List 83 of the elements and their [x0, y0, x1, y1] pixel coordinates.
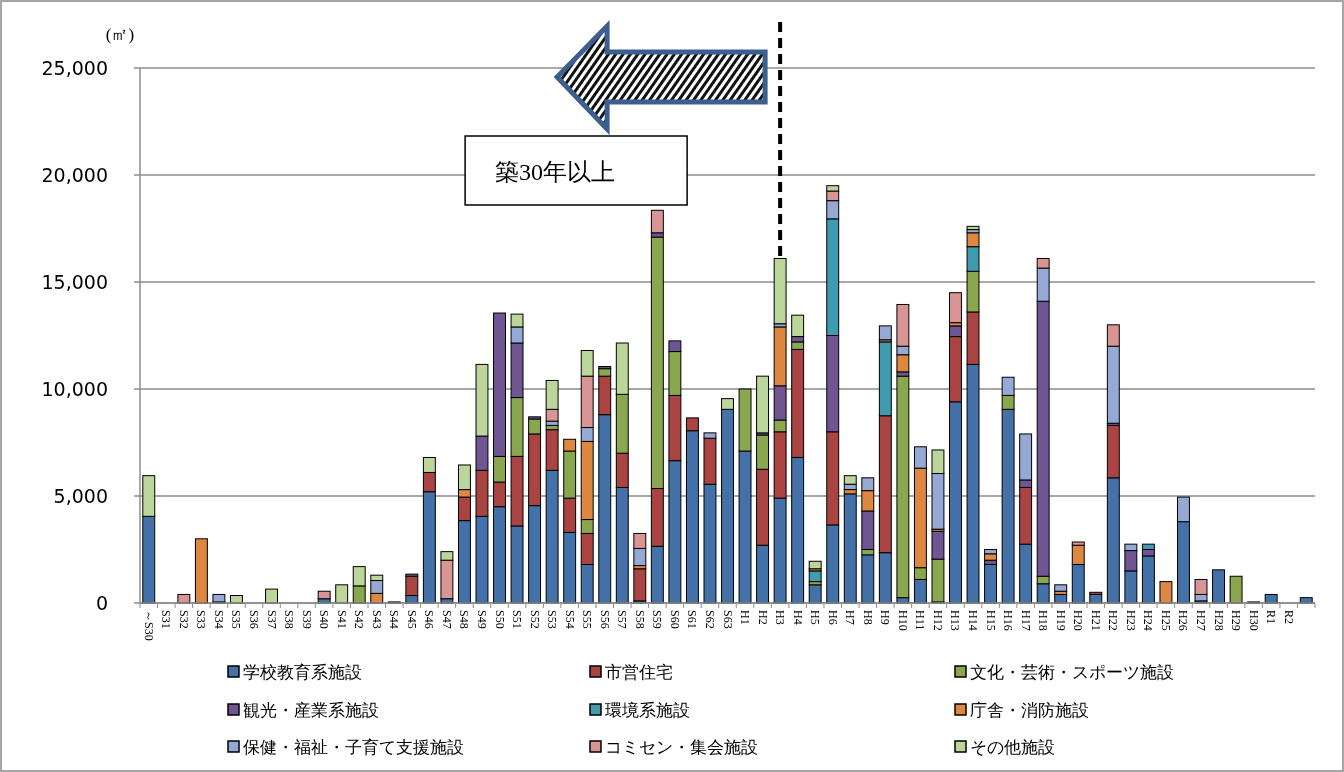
x-tick-label: H21 — [1088, 610, 1103, 631]
x-tick-label: H20 — [1071, 610, 1086, 631]
x-tick-label: S62 — [702, 610, 717, 629]
annotation: 築30年以上 — [495, 159, 616, 185]
x-tick-label: S36 — [246, 610, 261, 629]
x-tick-label: S57 — [615, 610, 630, 629]
x-tick-label: H12 — [930, 610, 945, 631]
legend-label: 学校教育系施設 — [243, 663, 362, 682]
x-tick-label: H18 — [1036, 610, 1051, 631]
x-tick-label: S54 — [562, 610, 577, 629]
y-axis-title: (㎡) — [105, 25, 135, 44]
x-tick-label: H28 — [1211, 610, 1226, 631]
legend-label: コミセン・集会施設 — [605, 738, 758, 757]
legend-label: 保健・福祉・子育て支援施設 — [243, 738, 464, 757]
legend-label: 環境系施設 — [605, 701, 690, 720]
x-tick-label: S35 — [229, 610, 244, 629]
y-tick-label: 15,000 — [41, 271, 108, 293]
x-tick-label: H26 — [1176, 610, 1191, 631]
x-tick-label: S52 — [527, 610, 542, 629]
x-tick-label: R2 — [1281, 610, 1296, 625]
x-tick-label: S33 — [194, 610, 209, 629]
y-tick-label: 20,000 — [41, 164, 108, 186]
x-tick-label: S31 — [159, 610, 174, 629]
x-tick-label: H27 — [1194, 610, 1209, 631]
x-tick-label: H3 — [773, 610, 788, 625]
x-tick-label: ～S30 — [141, 610, 156, 641]
x-tick-label: H14 — [966, 610, 981, 631]
x-tick-label: H10 — [895, 610, 910, 631]
y-tick-label: 0 — [95, 592, 108, 614]
x-tick-label: H29 — [1229, 610, 1244, 631]
x-tick-label: H11 — [913, 610, 928, 631]
legend-label: その他施設 — [970, 738, 1055, 757]
x-tick-label: S38 — [282, 610, 297, 629]
x-tick-label: H13 — [948, 610, 963, 631]
x-tick-label: S55 — [580, 610, 595, 629]
x-tick-label: S46 — [422, 610, 437, 629]
x-tick-label: R1 — [1264, 610, 1279, 625]
x-tick-label: S63 — [720, 610, 735, 629]
x-tick-label: H15 — [983, 610, 998, 631]
x-tick-label: H5 — [808, 610, 823, 625]
x-tick-label: S59 — [650, 610, 665, 629]
x-tick-label: H19 — [1053, 610, 1068, 631]
x-tick-label: H9 — [878, 610, 893, 625]
x-tick-label: H8 — [860, 610, 875, 625]
x-tick-label: H4 — [790, 610, 805, 625]
x-tick-label: H24 — [1141, 610, 1156, 631]
x-tick-label: S37 — [264, 610, 279, 629]
legend-label: 庁舎・消防施設 — [970, 701, 1089, 720]
x-tick-label: H25 — [1158, 610, 1173, 631]
x-tick-label: S34 — [211, 610, 226, 629]
x-tick-label: H30 — [1246, 610, 1261, 631]
x-tick-label: S41 — [334, 610, 349, 629]
x-tick-label: H6 — [825, 610, 840, 625]
x-tick-label: S58 — [632, 610, 647, 629]
legend-label: 観光・産業系施設 — [243, 701, 379, 720]
legend-label: 文化・芸術・スポーツ施設 — [970, 663, 1174, 682]
x-tick-label: H7 — [843, 610, 858, 625]
x-tick-label: S48 — [457, 610, 472, 629]
x-tick-label: H17 — [1018, 610, 1033, 631]
legend-label: 市営住宅 — [605, 663, 673, 682]
x-tick-label: H23 — [1123, 610, 1138, 631]
x-tick-label: S43 — [369, 610, 384, 629]
x-tick-label: S42 — [352, 610, 367, 629]
x-tick-label: S51 — [510, 610, 525, 629]
x-tick-label: H2 — [755, 610, 770, 625]
x-tick-label: S39 — [299, 610, 314, 629]
y-tick-label: 25,000 — [41, 57, 108, 79]
x-tick-label: S53 — [545, 610, 560, 629]
x-tick-label: S56 — [597, 610, 612, 629]
x-tick-label: H22 — [1106, 610, 1121, 631]
x-tick-label: S40 — [317, 610, 332, 629]
x-tick-label: S45 — [404, 610, 419, 629]
x-tick-label: S50 — [492, 610, 507, 629]
x-tick-label: S61 — [685, 610, 700, 629]
y-tick-label: 5,000 — [53, 485, 108, 507]
x-tick-label: S60 — [667, 610, 682, 629]
x-tick-label: S47 — [439, 610, 454, 629]
x-tick-label: S49 — [474, 610, 489, 629]
x-tick-label: H1 — [738, 610, 753, 625]
y-tick-label: 10,000 — [41, 378, 108, 400]
x-tick-label: S44 — [387, 610, 402, 629]
x-tick-label: H16 — [1001, 610, 1016, 631]
x-tick-label: S32 — [176, 610, 191, 629]
